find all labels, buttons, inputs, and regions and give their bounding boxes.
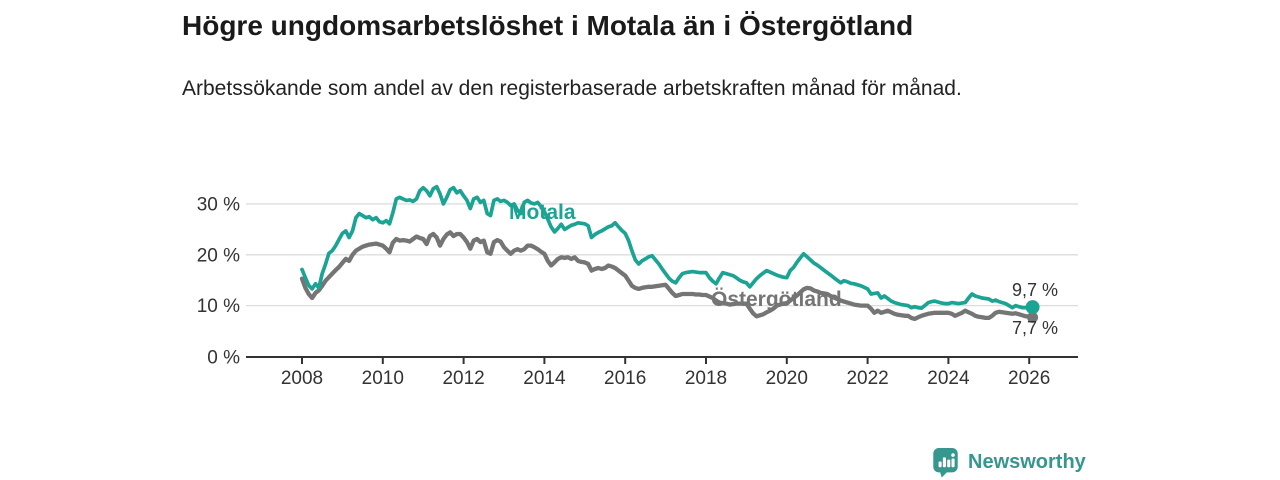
ostergotland-line <box>299 230 1035 322</box>
series-label-ostergotland: Östergötland <box>711 288 842 311</box>
x-tick-label: 2016 <box>604 368 646 389</box>
x-tick-label: 2022 <box>846 368 888 389</box>
x-tick-label: 2008 <box>281 368 323 389</box>
x-tick-label: 2010 <box>362 368 404 389</box>
y-tick-label: 20 % <box>197 245 240 266</box>
x-tick-label: 2014 <box>523 368 566 389</box>
motala-end-dot <box>1025 300 1040 315</box>
motala-line <box>300 184 1035 311</box>
x-tick-label: 2026 <box>1008 368 1050 389</box>
x-tick-label: 2018 <box>685 368 727 389</box>
brand-footer: Newsworthy <box>932 447 1086 478</box>
x-tick-label: 2020 <box>766 368 808 389</box>
series-label-motala: Motala <box>509 201 576 224</box>
y-tick-label: 0 % <box>207 348 240 369</box>
y-tick-label: 30 % <box>197 194 240 215</box>
brand-name: Newsworthy <box>968 451 1086 473</box>
newsworthy-logo-icon <box>933 447 958 478</box>
x-tick-label: 2012 <box>442 368 484 389</box>
ostergotland-end-dot <box>1027 311 1039 323</box>
end-value-label-ostergotland: 7,7 % <box>1012 318 1059 338</box>
end-value-label-motala: 9,7 % <box>1012 280 1059 300</box>
x-tick-label: 2024 <box>927 368 970 389</box>
page-title: Högre ungdomsarbetslöshet i Motala än i … <box>182 10 914 41</box>
y-tick-label: 10 % <box>197 296 240 317</box>
page-subtitle: Arbetssökande som andel av den registerb… <box>182 77 962 100</box>
